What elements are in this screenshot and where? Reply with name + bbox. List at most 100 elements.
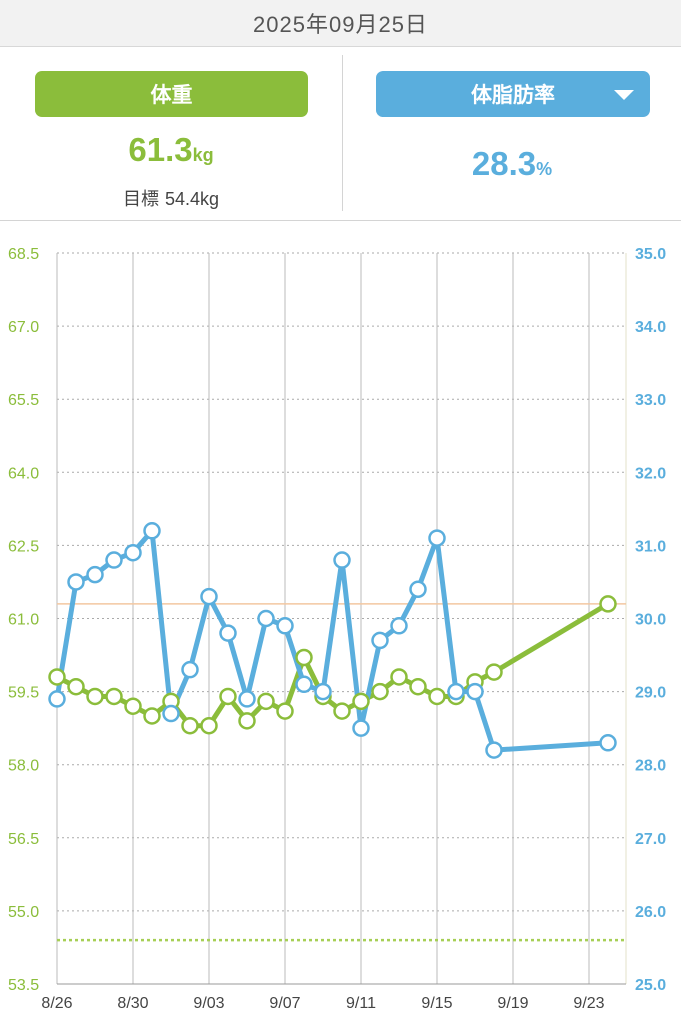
- left-tick-label: 55.0: [8, 904, 39, 921]
- right-tick-label: 35.0: [635, 246, 666, 263]
- weight-point: [143, 707, 161, 725]
- weight-point: [276, 702, 294, 720]
- fat-unit: %: [536, 159, 553, 179]
- fat-point: [295, 675, 313, 694]
- summary-divider: [342, 55, 343, 211]
- right-tick-label: 25.0: [635, 977, 666, 994]
- right-tick-label: 28.0: [635, 758, 666, 775]
- series-lines: [54, 528, 611, 753]
- summary-panel: 体重 61.3kg 目標 54.4kg 体脂肪率 28.3%: [0, 47, 681, 221]
- x-tick-label: 9/15: [421, 995, 452, 1012]
- weight-point: [86, 687, 104, 706]
- weight-point: [599, 595, 617, 613]
- chevron-down-icon: [614, 90, 634, 100]
- current-body-fat: 28.3%: [343, 145, 681, 183]
- body-fat-label: 体脂肪率: [471, 84, 555, 107]
- fat-point: [67, 573, 85, 591]
- chart-grid: [56, 252, 627, 985]
- fat-point: [143, 522, 161, 540]
- fat-point: [48, 690, 66, 708]
- left-tick-label: 62.5: [8, 538, 39, 555]
- date-header[interactable]: 2025年09月25日: [0, 0, 681, 47]
- current-weight: 61.3kg: [0, 131, 342, 169]
- right-tick-label: 32.0: [635, 465, 666, 482]
- right-tick-label: 33.0: [635, 392, 666, 409]
- right-tick-label: 29.0: [635, 685, 666, 702]
- fat-point: [447, 682, 465, 701]
- fat-point: [599, 734, 617, 752]
- right-tick-label: 26.0: [635, 904, 666, 921]
- weight-fat-chart[interactable]: 68.5 67.0 65.5 64.0 62.5 61.0 59.5 58.0 56.5 55.0…: [0, 221, 681, 1024]
- weight-value: 61.3: [128, 131, 193, 168]
- left-tick-label: 64.0: [8, 465, 39, 482]
- right-tick-label: 34.0: [635, 319, 666, 336]
- x-tick-label: 8/30: [117, 995, 148, 1012]
- left-tick-label: 58.0: [8, 758, 39, 775]
- weight-point: [219, 687, 237, 706]
- weight-button[interactable]: 体重: [35, 71, 308, 117]
- x-tick-label: 8/26: [41, 995, 72, 1012]
- weight-point: [238, 712, 256, 730]
- weight-point: [295, 648, 313, 667]
- fat-value: 28.3: [471, 145, 537, 182]
- weight-point: [67, 677, 85, 696]
- fat-point: [466, 682, 484, 701]
- x-tick-label: 9/23: [573, 995, 604, 1012]
- weight-point: [181, 716, 199, 735]
- right-axis-labels: 35.0 34.0 33.0 32.0 31.0 30.0 29.0 28.0 27.0 26.0…: [635, 246, 666, 994]
- fat-point: [86, 565, 104, 584]
- weight-point: [105, 687, 123, 706]
- fat-point: [371, 631, 389, 650]
- x-tick-label: 9/07: [269, 995, 300, 1012]
- target-value: 54.4kg: [164, 189, 220, 209]
- weight-point: [333, 702, 351, 720]
- target-weight: 目標 54.4kg: [0, 185, 342, 211]
- fat-point: [409, 580, 427, 599]
- weight-point: [409, 677, 427, 696]
- fat-point: [352, 719, 370, 737]
- fat-point: [219, 624, 237, 642]
- left-tick-label: 56.5: [8, 831, 39, 848]
- left-tick-label: 68.5: [8, 246, 39, 263]
- left-axis-labels: 68.5 67.0 65.5 64.0 62.5 61.0 59.5 58.0 56.5 55.0…: [8, 246, 39, 994]
- fat-line: [54, 528, 611, 753]
- fat-point: [162, 704, 180, 723]
- weight-point: [200, 716, 218, 735]
- left-tick-label: 59.5: [8, 685, 39, 702]
- weight-point: [485, 663, 503, 681]
- weight-point: [124, 697, 142, 715]
- left-tick-label: 61.0: [8, 612, 39, 629]
- weight-point: [257, 692, 275, 711]
- left-tick-label: 53.5: [8, 977, 39, 994]
- fat-point: [485, 741, 503, 759]
- fat-point: [314, 682, 332, 701]
- date-label: 2025年09月25日: [253, 12, 428, 37]
- x-tick-label: 9/03: [193, 995, 224, 1012]
- x-tick-label: 9/19: [497, 995, 528, 1012]
- left-tick-label: 67.0: [8, 319, 39, 336]
- weight-point: [390, 668, 408, 686]
- weight-point: [48, 668, 66, 686]
- fat-point: [105, 551, 123, 569]
- fat-point: [390, 617, 408, 635]
- body-fat-dropdown[interactable]: 体脂肪率: [376, 71, 650, 117]
- fat-point: [200, 587, 218, 606]
- fat-point: [238, 690, 256, 708]
- series-points: [48, 522, 617, 759]
- x-axis-labels: 8/26 8/30 9/03 9/07 9/11 9/15 9/19 9/23: [41, 995, 604, 1012]
- target-label: 目標: [122, 189, 159, 209]
- x-tick-label: 9/11: [346, 995, 376, 1012]
- right-tick-label: 27.0: [635, 831, 666, 848]
- fat-point: [124, 543, 142, 562]
- weight-point: [352, 692, 370, 711]
- right-tick-label: 31.0: [635, 538, 666, 555]
- left-tick-label: 65.5: [8, 392, 39, 409]
- fat-point: [333, 551, 351, 569]
- weight-point: [428, 687, 446, 706]
- weight-unit: kg: [192, 145, 214, 165]
- right-tick-label: 30.0: [635, 612, 666, 629]
- reference-lines: [57, 603, 626, 942]
- fat-point: [276, 617, 294, 635]
- fat-point: [257, 609, 275, 628]
- fat-point: [181, 660, 199, 679]
